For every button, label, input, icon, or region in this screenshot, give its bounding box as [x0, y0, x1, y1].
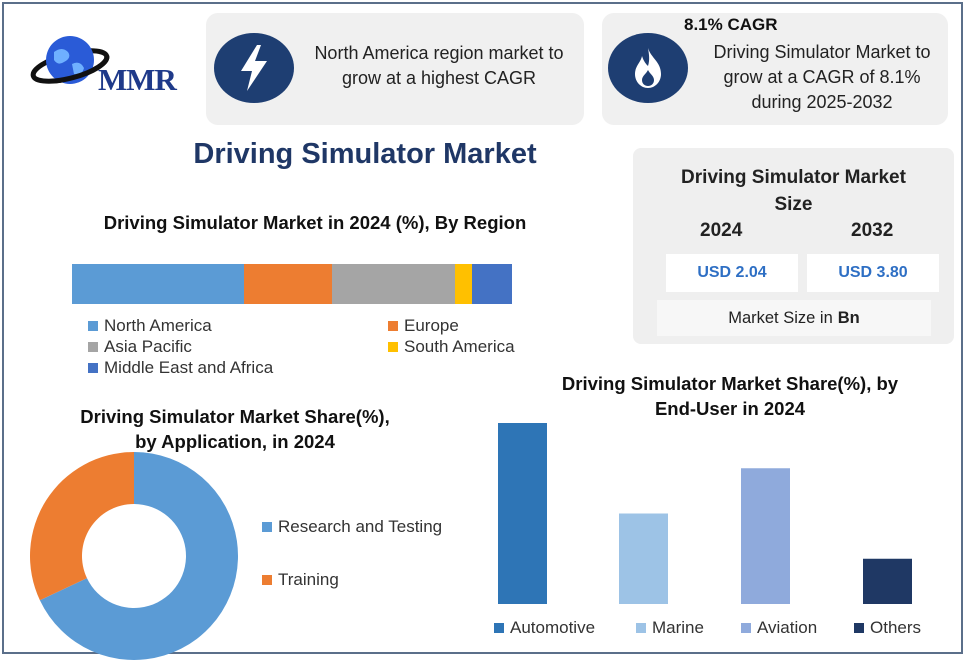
legend-item-south-america: South America	[388, 337, 515, 357]
cagr-card	[602, 13, 948, 125]
legend-item-research-and-testing: Research and Testing	[262, 517, 442, 537]
globe-icon	[30, 36, 110, 84]
legend-label: Training	[278, 570, 339, 589]
legend-item-training: Training	[262, 570, 339, 590]
legend-label: Middle East and Africa	[104, 358, 274, 377]
application-chart-title: Driving Simulator Market Share(%), by Ap…	[80, 406, 390, 452]
legend-label: Europe	[404, 316, 459, 335]
legend-label: Others	[870, 618, 922, 637]
mmr-logo: MMR	[30, 30, 200, 100]
legend-swatch	[854, 623, 864, 633]
legend-item-automotive: Automotive	[494, 618, 595, 638]
donut-slice-training	[30, 452, 134, 601]
market-size-panel: Driving Simulator Market Size 2024 2032 …	[633, 148, 954, 344]
region-growth-card: North America region market to grow at a…	[206, 13, 584, 125]
legend-item-mea: Middle East and Africa	[88, 358, 273, 378]
legend-item-marine: Marine	[636, 618, 704, 638]
legend-swatch	[88, 363, 98, 373]
legend-swatch	[741, 623, 751, 633]
year-2032: 2032	[851, 220, 894, 241]
application-donut-chart	[30, 452, 238, 660]
market-size-unit: Market Size in Bn	[657, 300, 931, 336]
cagr-text: Driving Simulator Market to grow at a CA…	[713, 42, 931, 112]
legend-swatch	[388, 342, 398, 352]
legend-item-aviation: Aviation	[741, 618, 817, 638]
legend-swatch	[262, 522, 272, 532]
legend-label: Automotive	[510, 618, 596, 637]
bar-others	[863, 558, 912, 604]
infographic-frame	[2, 2, 963, 654]
logo-text: MMR	[98, 62, 177, 97]
legend-swatch	[262, 575, 272, 585]
region-stacked-bar	[72, 264, 512, 304]
legend-swatch	[636, 623, 646, 633]
bar-automotive	[498, 423, 547, 604]
region-segment-asia-pacific	[331, 264, 455, 304]
page-title: Driving Simulator Market	[193, 138, 537, 170]
end-user-chart-title: Driving Simulator Market Share(%), by En…	[561, 373, 899, 419]
region-segment-north-america	[72, 264, 244, 304]
flame-icon	[608, 33, 688, 103]
legend-label: Asia Pacific	[104, 337, 192, 356]
year-2024: 2024	[700, 220, 743, 241]
legend-item-asia-pacific: Asia Pacific	[88, 337, 192, 357]
region-growth-text: North America region market to grow at a…	[314, 43, 564, 88]
legend-label: Aviation	[757, 618, 818, 637]
value-2032: USD 3.80	[807, 254, 939, 292]
legend-label: North America	[104, 316, 212, 335]
donut-slice-research-and-testing	[39, 452, 238, 660]
region-segment-south-america	[454, 264, 473, 304]
legend-item-north-america: North America	[88, 316, 212, 336]
cagr-title: 8.1% CAGR	[684, 15, 778, 34]
region-segment-europe	[243, 264, 332, 304]
legend-swatch	[388, 321, 398, 331]
bar-marine	[619, 513, 668, 604]
lightning-icon	[214, 33, 294, 103]
legend-label: Marine	[652, 618, 704, 637]
legend-label: South America	[404, 337, 515, 356]
value-2024: USD 2.04	[666, 254, 798, 292]
market-size-title: Driving Simulator Market Size	[681, 167, 906, 215]
legend-swatch	[88, 321, 98, 331]
end-user-bar-chart	[498, 423, 912, 604]
legend-swatch	[88, 342, 98, 352]
region-segment-mea	[472, 264, 512, 304]
region-chart-title: Driving Simulator Market in 2024 (%), By…	[103, 212, 527, 233]
bar-aviation	[741, 468, 790, 604]
legend-item-others: Others	[854, 618, 921, 638]
legend-item-europe: Europe	[388, 316, 459, 336]
legend-swatch	[494, 623, 504, 633]
legend-label: Research and Testing	[278, 517, 443, 536]
